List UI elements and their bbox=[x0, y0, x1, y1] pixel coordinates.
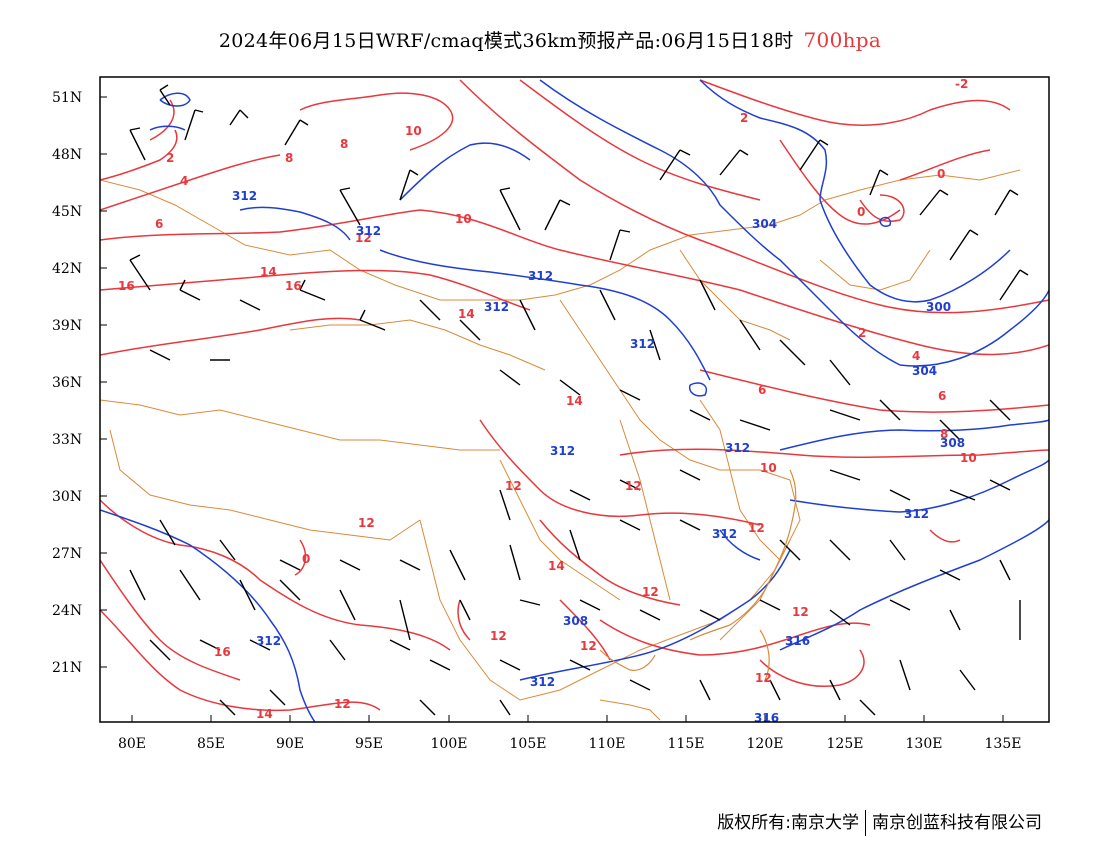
svg-text:12: 12 bbox=[625, 479, 642, 493]
svg-text:312: 312 bbox=[356, 224, 381, 238]
svg-text:6: 6 bbox=[758, 383, 766, 397]
lon-label: 100E bbox=[431, 736, 468, 752]
svg-text:8: 8 bbox=[340, 137, 348, 151]
wind-barbs bbox=[129, 84, 1029, 716]
svg-text:10: 10 bbox=[960, 451, 977, 465]
svg-text:12: 12 bbox=[580, 639, 597, 653]
svg-text:12: 12 bbox=[355, 231, 372, 245]
svg-text:2: 2 bbox=[858, 326, 866, 340]
temperature-contours bbox=[100, 79, 1049, 712]
svg-text:312: 312 bbox=[484, 300, 509, 314]
pressure-level: 700hpa bbox=[803, 28, 882, 52]
lat-label: 30N bbox=[52, 489, 82, 505]
svg-text:312: 312 bbox=[630, 337, 655, 351]
svg-text:16: 16 bbox=[118, 279, 135, 293]
svg-text:12: 12 bbox=[642, 585, 659, 599]
lon-label: 90E bbox=[276, 736, 304, 752]
svg-text:12: 12 bbox=[748, 521, 765, 535]
svg-text:16: 16 bbox=[214, 645, 231, 659]
chart-title: 2024年06月15日WRF/cmaq模式36km预报产品:06月15日18时 7… bbox=[0, 26, 1100, 53]
svg-text:12: 12 bbox=[755, 671, 772, 685]
svg-text:312: 312 bbox=[725, 441, 750, 455]
company-name: 南京创蓝科技有限公司 bbox=[872, 813, 1042, 833]
lon-axis bbox=[131, 715, 1004, 722]
lat-labels: 51N 48N 45N 42N 39N 36N 33N 30N 27N 24N … bbox=[52, 90, 82, 676]
height-contours bbox=[100, 79, 1049, 722]
svg-text:12: 12 bbox=[334, 697, 351, 711]
svg-text:0: 0 bbox=[937, 167, 945, 181]
svg-text:12: 12 bbox=[358, 516, 375, 530]
lat-label: 45N bbox=[52, 204, 82, 220]
svg-text:-2: -2 bbox=[955, 77, 968, 91]
lon-label: 125E bbox=[827, 736, 864, 752]
coastline bbox=[599, 469, 797, 681]
lon-label: 120E bbox=[747, 736, 784, 752]
lat-label: 48N bbox=[52, 147, 82, 163]
svg-text:4: 4 bbox=[180, 174, 188, 188]
boundaries bbox=[100, 169, 1021, 721]
lat-label: 36N bbox=[52, 375, 82, 391]
svg-text:12: 12 bbox=[505, 479, 522, 493]
svg-text:8: 8 bbox=[285, 151, 293, 165]
svg-text:14: 14 bbox=[256, 707, 273, 721]
copyright-text: 版权所有:南京大学 bbox=[717, 813, 859, 833]
svg-text:10: 10 bbox=[405, 124, 422, 138]
lon-label: 105E bbox=[510, 736, 547, 752]
svg-text:10: 10 bbox=[455, 212, 472, 226]
lat-label: 27N bbox=[52, 546, 82, 562]
svg-text:2: 2 bbox=[740, 111, 748, 125]
svg-text:2: 2 bbox=[166, 151, 174, 165]
lon-label: 95E bbox=[355, 736, 383, 752]
lon-label: 130E bbox=[906, 736, 943, 752]
footer-divider bbox=[865, 810, 866, 836]
lat-label: 42N bbox=[52, 261, 82, 277]
svg-text:14: 14 bbox=[566, 394, 583, 408]
svg-text:6: 6 bbox=[155, 217, 163, 231]
svg-text:14: 14 bbox=[260, 265, 277, 279]
svg-text:300: 300 bbox=[926, 300, 951, 314]
svg-text:10: 10 bbox=[760, 461, 777, 475]
map-frame bbox=[99, 76, 1050, 723]
lat-label: 21N bbox=[52, 660, 82, 676]
svg-text:308: 308 bbox=[940, 436, 965, 450]
svg-text:312: 312 bbox=[232, 189, 257, 203]
title-main: 2024年06月15日WRF/cmaq模式36km预报产品:06月15日18时 bbox=[218, 30, 794, 52]
lon-label: 135E bbox=[985, 736, 1022, 752]
lon-label: 110E bbox=[589, 736, 626, 752]
svg-text:312: 312 bbox=[712, 527, 737, 541]
svg-text:14: 14 bbox=[548, 559, 565, 573]
svg-text:12: 12 bbox=[792, 605, 809, 619]
svg-text:16: 16 bbox=[285, 279, 302, 293]
svg-text:0: 0 bbox=[302, 552, 310, 566]
lat-label: 51N bbox=[52, 90, 82, 106]
svg-text:312: 312 bbox=[904, 507, 929, 521]
svg-text:308: 308 bbox=[563, 614, 588, 628]
svg-text:316: 316 bbox=[785, 634, 810, 648]
svg-text:12: 12 bbox=[490, 629, 507, 643]
lat-label: 24N bbox=[52, 603, 82, 619]
svg-text:312: 312 bbox=[256, 634, 281, 648]
lat-label: 33N bbox=[52, 432, 82, 448]
svg-text:316: 316 bbox=[754, 711, 779, 725]
lat-label: 39N bbox=[52, 318, 82, 334]
svg-text:312: 312 bbox=[530, 675, 555, 689]
lon-label: 115E bbox=[668, 736, 705, 752]
svg-text:312: 312 bbox=[528, 269, 553, 283]
svg-text:6: 6 bbox=[938, 389, 946, 403]
lon-label: 80E bbox=[118, 736, 146, 752]
svg-text:4: 4 bbox=[912, 349, 920, 363]
svg-text:312: 312 bbox=[550, 444, 575, 458]
footer: 版权所有:南京大学 南京创蓝科技有限公司 bbox=[717, 808, 1042, 836]
svg-text:304: 304 bbox=[752, 217, 777, 231]
svg-text:14: 14 bbox=[458, 307, 475, 321]
svg-text:0: 0 bbox=[857, 205, 865, 219]
lon-labels: 80E 85E 90E 95E 100E 105E 110E 115E 120E… bbox=[118, 736, 1022, 752]
lat-axis bbox=[100, 96, 107, 668]
svg-text:304: 304 bbox=[912, 364, 937, 378]
lon-label: 85E bbox=[197, 736, 225, 752]
contour-labels: -2 2 10 8 8 2 4 6 0 0 10 12 14 16 16 14 … bbox=[118, 77, 977, 725]
svg-text:8: 8 bbox=[940, 427, 948, 441]
